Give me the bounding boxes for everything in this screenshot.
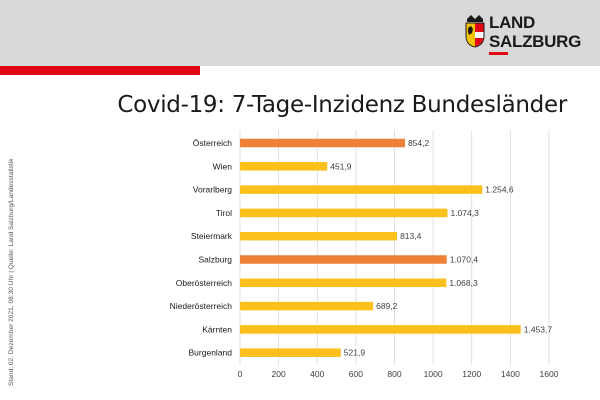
value-label: 1.453,7 xyxy=(524,324,553,334)
bar xyxy=(240,255,447,264)
value-label: 1.254,6 xyxy=(485,185,514,195)
bar xyxy=(240,208,448,218)
value-label: 689,2 xyxy=(376,301,398,311)
category-label: Niederösterreich xyxy=(170,301,233,311)
x-tick-label: 1200 xyxy=(462,369,481,379)
category-label: Burgenland xyxy=(189,348,233,358)
category-label: Österreich xyxy=(193,138,232,148)
x-tick-label: 200 xyxy=(272,369,286,379)
header-band xyxy=(0,0,600,66)
x-tick-label: 1600 xyxy=(540,369,559,379)
category-label: Oberösterreich xyxy=(176,278,232,288)
bar xyxy=(240,301,374,311)
accent-red-bar xyxy=(0,66,200,75)
value-label: 1.070,4 xyxy=(450,255,479,265)
x-tick-label: 0 xyxy=(238,369,243,379)
category-label: Wien xyxy=(213,161,233,171)
bar xyxy=(240,325,521,334)
logo-text-land: LAND xyxy=(489,13,536,32)
coat-of-arms-icon xyxy=(465,15,485,48)
value-label: 451,9 xyxy=(330,161,352,171)
labels: 0 200 400 600 800 1000 1200 1400 1600 Österreich 8… xyxy=(170,138,559,379)
x-tick-label: 800 xyxy=(387,369,401,379)
logo-text-salzburg: SALZBURG xyxy=(489,32,582,51)
value-label: 854,2 xyxy=(408,138,430,148)
bar xyxy=(240,348,341,357)
bar xyxy=(240,162,328,171)
bar xyxy=(240,278,447,288)
value-label: 1.074,3 xyxy=(450,208,479,218)
value-label: 1.068,3 xyxy=(449,278,478,288)
bar xyxy=(240,138,405,148)
x-tick-label: 600 xyxy=(349,369,363,379)
value-label: 813,4 xyxy=(400,231,422,241)
value-label: 521,9 xyxy=(344,348,366,358)
bar xyxy=(240,185,483,194)
category-label: Kärnten xyxy=(202,324,232,334)
bar xyxy=(240,231,398,241)
logo-underline xyxy=(489,52,508,55)
category-label: Steiermark xyxy=(191,231,233,241)
x-tick-label: 400 xyxy=(310,369,324,379)
chart-title: Covid-19: 7-Tage-Inzidenz Bundesländer xyxy=(117,92,567,118)
land-salzburg-logo: LAND SALZBURG xyxy=(464,12,584,56)
x-tick-label: 1000 xyxy=(424,369,443,379)
bars xyxy=(240,138,521,357)
category-label: Vorarlberg xyxy=(193,185,232,195)
category-label: Salzburg xyxy=(198,255,232,265)
category-label: Tirol xyxy=(216,208,232,218)
x-tick-label: 1400 xyxy=(501,369,520,379)
